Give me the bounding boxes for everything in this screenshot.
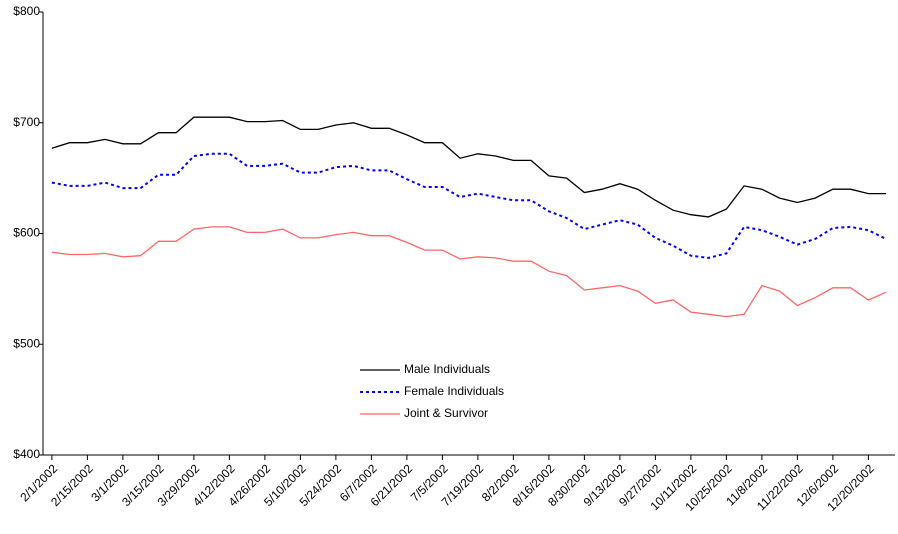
series-line bbox=[51, 226, 887, 318]
y-tick-label: $600 bbox=[13, 226, 40, 240]
y-tick-label: $500 bbox=[13, 336, 40, 350]
series-line bbox=[51, 116, 887, 218]
y-tick-label: $800 bbox=[13, 4, 40, 18]
legend-label: Joint & Survivor bbox=[404, 406, 488, 420]
y-tick-label: $700 bbox=[13, 115, 40, 129]
series-line bbox=[51, 152, 887, 259]
y-tick-label: $400 bbox=[13, 447, 40, 461]
legend-label: Female Individuals bbox=[404, 384, 504, 398]
legend-label: Male Individuals bbox=[404, 362, 490, 376]
